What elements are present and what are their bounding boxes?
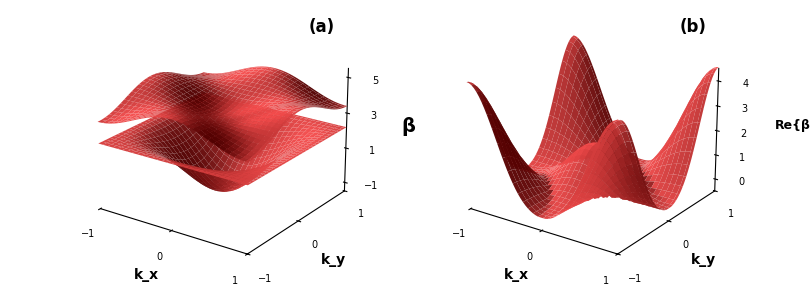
X-axis label: k_x: k_x	[504, 268, 529, 282]
X-axis label: k_x: k_x	[134, 268, 159, 282]
Y-axis label: k_y: k_y	[691, 253, 716, 267]
Y-axis label: k_y: k_y	[320, 253, 345, 267]
Text: (b): (b)	[679, 18, 706, 36]
Text: (a): (a)	[309, 18, 335, 36]
